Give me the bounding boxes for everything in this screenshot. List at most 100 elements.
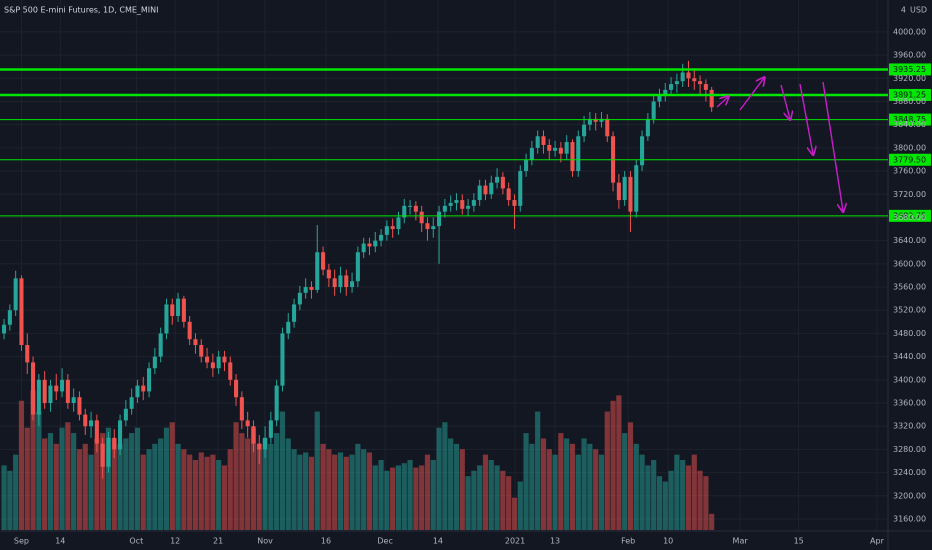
candle-body — [25, 345, 30, 363]
y-tick-label: 3600.00 — [893, 259, 926, 268]
x-tick-label: 2021 — [505, 537, 525, 546]
candle-body — [234, 379, 239, 398]
candle-body — [193, 339, 198, 346]
volume-bar — [343, 456, 349, 530]
volume-bar — [482, 454, 489, 530]
volume-bar — [662, 481, 668, 530]
volume-bar — [540, 438, 547, 530]
y-tick-label: 3240.00 — [893, 468, 926, 477]
volume-bar — [401, 463, 407, 530]
candle-body — [495, 176, 500, 183]
level-label: 3682.75 — [893, 211, 926, 220]
candle-body — [483, 185, 488, 195]
volume-bar — [407, 460, 413, 530]
level-tag — [889, 153, 931, 166]
volume-bar — [59, 427, 65, 530]
candle-body — [181, 298, 186, 322]
volume-bar — [181, 449, 187, 530]
candle-body — [408, 205, 413, 207]
candle-body — [344, 275, 349, 288]
candle-body — [535, 136, 540, 148]
level-tag — [889, 88, 931, 101]
volume-bar — [314, 411, 320, 530]
candle-body — [315, 252, 320, 290]
volume-bar — [546, 449, 552, 530]
volume-bar — [256, 443, 262, 530]
candle-body — [616, 182, 621, 201]
volume-bar — [471, 470, 477, 530]
candle-body — [524, 159, 529, 172]
volume-bar — [616, 395, 622, 530]
candle-body — [309, 287, 314, 290]
volume-bar — [134, 427, 141, 530]
candle-body — [692, 78, 697, 82]
y-tick-label: 3280.00 — [893, 445, 926, 454]
volume-bar — [129, 433, 135, 530]
x-tick-label: 21 — [213, 537, 223, 546]
candle-body — [402, 205, 407, 218]
candle-body — [77, 397, 82, 415]
y-tick-label: 3160.00 — [893, 514, 926, 523]
volume-bar — [326, 449, 332, 530]
y-tick-label: 4000.00 — [893, 27, 926, 36]
candle-body — [384, 226, 389, 235]
volume-bar — [163, 427, 170, 530]
currency-prefix: 4 — [901, 6, 906, 15]
candle-body — [413, 205, 418, 212]
candle-body — [83, 414, 88, 427]
volume-bar — [645, 465, 651, 530]
volume-bar — [308, 456, 315, 530]
candle-body — [297, 292, 302, 305]
candle-body — [187, 321, 192, 340]
volume-bar — [523, 433, 529, 530]
candle-body — [152, 356, 157, 369]
volume-bar — [691, 454, 697, 530]
candle-body — [48, 385, 53, 404]
candle-body — [471, 200, 476, 206]
level-label: 3779.50 — [893, 155, 926, 164]
candle-body — [605, 118, 610, 137]
volume-bar — [36, 411, 42, 530]
candle-body — [512, 200, 517, 206]
candle-body — [210, 362, 215, 369]
candle-body — [419, 211, 424, 224]
candle-body — [379, 234, 384, 241]
level-label: 3848.75 — [893, 115, 926, 124]
x-tick-label: 14 — [55, 537, 65, 546]
candle-body — [280, 333, 285, 386]
candle-body — [245, 420, 250, 427]
candle-body — [541, 136, 546, 145]
volume-bar — [436, 427, 442, 530]
candle-body — [466, 205, 471, 209]
candle-body — [65, 379, 70, 404]
currency: USD — [910, 6, 927, 15]
volume-bar — [419, 465, 425, 530]
y-tick-label: 3360.00 — [893, 399, 926, 408]
volume-bar — [361, 449, 367, 530]
volume-bar — [598, 454, 605, 530]
candle-body — [286, 321, 291, 334]
volume-bar — [47, 433, 54, 530]
volume-bar — [24, 427, 30, 530]
volume-bar — [233, 422, 239, 530]
candle-body — [31, 362, 36, 415]
volume-bar — [535, 411, 541, 530]
volume-bar — [221, 465, 228, 530]
candle-body — [147, 368, 152, 392]
volume-bar — [558, 433, 564, 530]
volume-bar — [268, 443, 274, 530]
chart-title: S&P 500 E-mini Futures, 1D, CME_MINI — [4, 6, 159, 15]
candle-body — [518, 171, 523, 206]
volume-bar — [593, 449, 599, 530]
volume-bar — [198, 452, 204, 530]
volume-bar — [285, 438, 291, 530]
y-tick-label: 3800.00 — [893, 143, 926, 152]
candle-body — [257, 443, 262, 450]
candle-body — [112, 437, 117, 450]
volume-bar — [685, 465, 692, 530]
candle-body — [628, 176, 633, 212]
candle-body — [477, 185, 482, 201]
volume-bar — [494, 465, 500, 530]
volume-bar — [372, 465, 378, 530]
